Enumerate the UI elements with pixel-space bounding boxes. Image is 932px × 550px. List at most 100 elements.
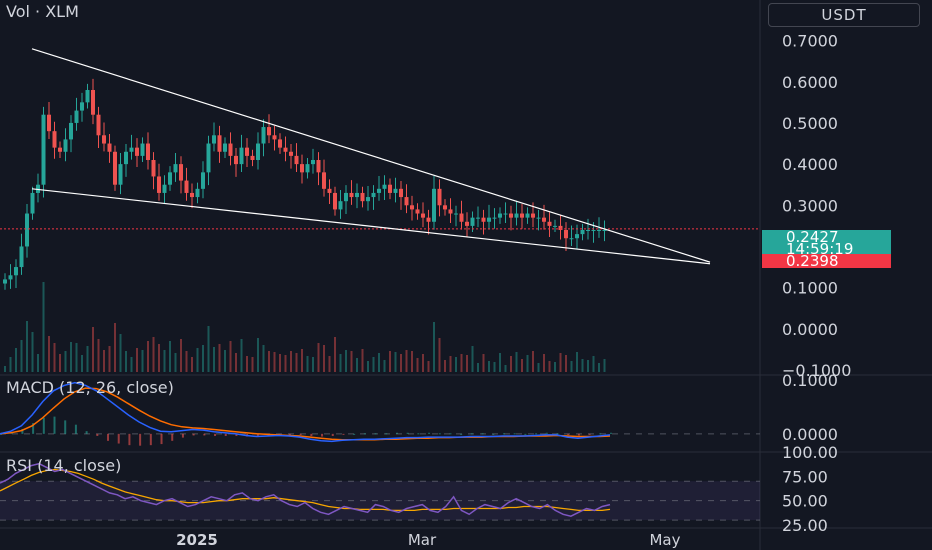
candle-body xyxy=(195,188,200,198)
volume-bar xyxy=(20,340,23,372)
volume-bar xyxy=(141,350,144,372)
rsi-tick-label: 100.00 xyxy=(782,443,838,462)
volume-bar xyxy=(444,360,446,372)
candle-body xyxy=(173,164,178,173)
bar-countdown: 14:59:19 xyxy=(786,240,854,258)
volume-bar xyxy=(438,338,441,372)
candle-body xyxy=(278,139,282,148)
volume-bar xyxy=(26,321,28,372)
macd-line xyxy=(0,381,611,443)
volume-bar xyxy=(521,359,523,372)
candle-body xyxy=(305,164,310,173)
candle-body xyxy=(377,188,381,193)
candle-body xyxy=(124,151,128,165)
volume-bar xyxy=(86,346,89,372)
volume-bar xyxy=(15,348,17,372)
macd-histogram-bar xyxy=(513,433,516,435)
volume-bar xyxy=(378,353,380,372)
volume-bar xyxy=(482,354,485,372)
volume-bar xyxy=(477,363,479,372)
candle-body xyxy=(256,143,260,160)
macd-histogram-bar xyxy=(74,424,77,434)
macd-histogram xyxy=(0,416,612,446)
volume-bar xyxy=(268,351,270,372)
candle-body xyxy=(80,102,84,111)
volume-bar xyxy=(136,348,138,372)
volume-bar xyxy=(169,341,171,372)
volume-bar xyxy=(471,346,474,372)
upper-trendline xyxy=(31,48,711,263)
macd-histogram-bar xyxy=(502,433,505,435)
candle-body xyxy=(8,275,13,280)
time-axis-label: May xyxy=(649,531,680,549)
macd-title: MACD (12, 26, close) xyxy=(6,378,174,397)
macd-histogram-bar xyxy=(107,433,110,441)
volume-bar xyxy=(427,361,430,372)
volume-bar xyxy=(372,357,375,372)
candle-body xyxy=(311,160,315,165)
candle-body xyxy=(217,135,222,152)
volume-bar xyxy=(548,361,551,372)
macd-histogram-bar xyxy=(481,433,484,435)
volume-bar xyxy=(345,350,347,372)
volume-bar xyxy=(81,355,83,372)
candle-body xyxy=(245,147,249,156)
candle-body xyxy=(558,225,563,230)
candle-body xyxy=(294,155,299,165)
macd-histogram-bar xyxy=(53,416,56,434)
volume-bar xyxy=(207,326,210,372)
candle-body xyxy=(58,147,62,152)
volume-bar xyxy=(158,344,160,372)
macd-histogram-bar xyxy=(181,433,184,438)
macd-histogram-bar xyxy=(149,433,152,446)
volume-bar xyxy=(312,357,314,372)
candle-body xyxy=(525,213,530,218)
candle-body xyxy=(349,192,354,198)
volume-bar xyxy=(103,350,105,372)
volume-bar xyxy=(339,354,342,372)
rsi-tick-label: 75.00 xyxy=(782,467,828,486)
volume-bar xyxy=(488,361,490,372)
candle-body xyxy=(465,221,469,226)
candle-body xyxy=(443,205,447,210)
macd-histogram-bar xyxy=(342,433,345,435)
time-axis-label: Mar xyxy=(408,531,437,549)
volume-bar xyxy=(515,352,518,372)
rsi-title: RSI (14, close) xyxy=(6,456,121,475)
candle-body xyxy=(14,267,18,276)
macd-histogram-bar xyxy=(363,433,366,435)
volume-bar xyxy=(334,337,336,372)
candle-body xyxy=(542,217,546,222)
volume-bar xyxy=(493,362,496,372)
macd-histogram-bar xyxy=(567,433,570,435)
volume-bar xyxy=(180,339,182,372)
macd-histogram-bar xyxy=(599,433,602,435)
candle-body xyxy=(459,213,464,222)
candle-body xyxy=(41,114,46,185)
macd-histogram-bar xyxy=(492,433,495,435)
candle-body xyxy=(564,230,568,239)
currency-button[interactable]: USDT xyxy=(768,3,920,27)
volume-bar xyxy=(554,362,556,372)
candle-body xyxy=(498,213,502,218)
volume-legend: Vol · XLM xyxy=(6,2,79,21)
macd-histogram-bar xyxy=(417,433,420,435)
macd-histogram-bar xyxy=(171,433,174,441)
candle-body xyxy=(151,160,156,177)
candle-body xyxy=(553,225,557,227)
volume-bar xyxy=(246,356,248,372)
candle-body xyxy=(300,164,304,173)
candle-body xyxy=(113,151,117,185)
volume-bar xyxy=(196,348,199,372)
volume-bar xyxy=(603,359,606,372)
volume-bar xyxy=(537,363,540,372)
candle-body xyxy=(316,160,321,173)
macd-histogram-bar xyxy=(406,432,409,434)
macd-histogram-bar xyxy=(139,433,142,446)
volume-bar xyxy=(92,327,94,372)
volume-bar xyxy=(504,365,507,372)
candle-body xyxy=(96,114,101,136)
volume-bar xyxy=(367,361,369,372)
candle-body xyxy=(69,122,73,140)
